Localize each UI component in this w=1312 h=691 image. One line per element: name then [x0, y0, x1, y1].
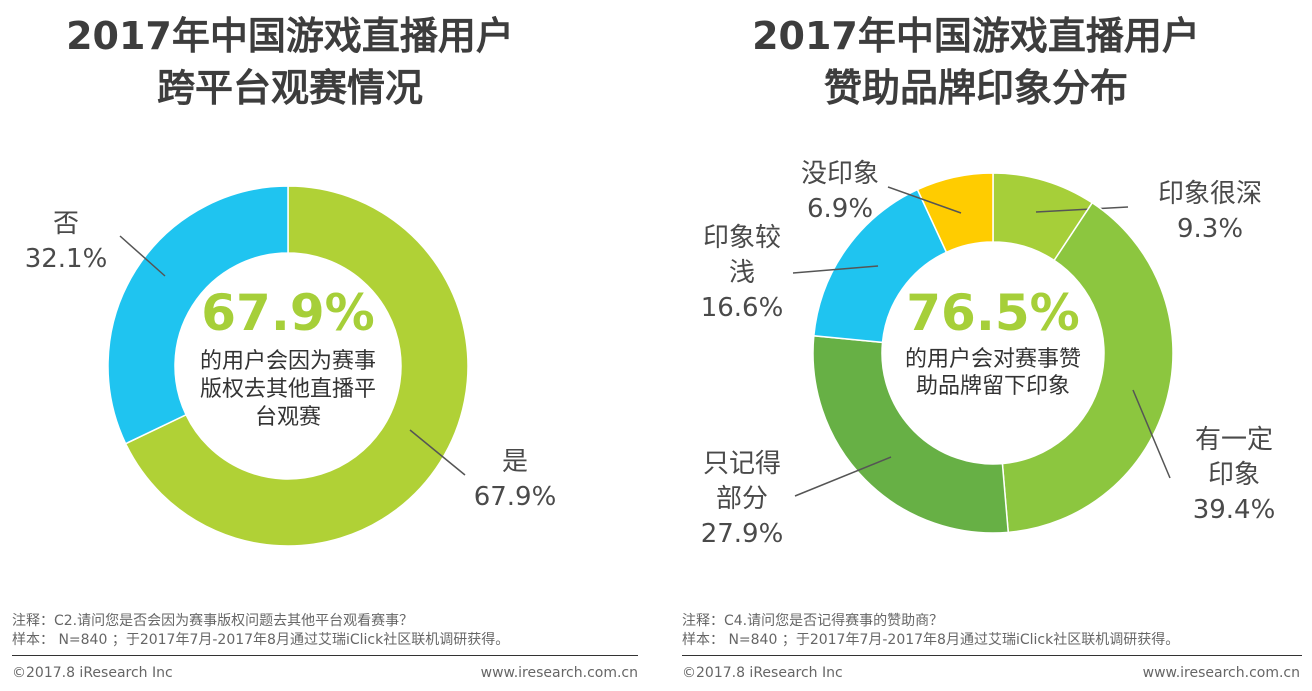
- chart-title: 2017年中国游戏直播用户 跨平台观赛情况: [0, 10, 580, 114]
- footnote-sample: 样本： N=840 ；于2017年7月-2017年8月通过艾瑞iClick社区联…: [12, 632, 510, 648]
- center-caption-line: 助品牌留下印象: [916, 374, 1070, 399]
- slice-label: 印象很深: [1158, 179, 1262, 209]
- center-caption-line: 台观赛: [255, 405, 321, 430]
- leader-line: [119, 235, 166, 277]
- chart-title: 2017年中国游戏直播用户 赞助品牌印象分布: [686, 10, 1266, 114]
- website-text: www.iresearch.com.cn: [1142, 665, 1300, 681]
- footnote-question: 注释：C2.请问您是否会因为赛事版权问题去其他平台观看赛事？: [12, 613, 414, 629]
- leader-line: [792, 265, 879, 274]
- footnote-question: 注释：C4.请问您是否记得赛事的赞助商？: [682, 613, 944, 629]
- donut-slice: [1001, 201, 1174, 534]
- slice-label: 只记得: [703, 449, 781, 479]
- chart-title-line: 2017年中国游戏直播用户: [66, 14, 514, 58]
- slice-label: 部分: [716, 484, 768, 514]
- leader-line: [794, 456, 892, 497]
- leader-line: [409, 429, 466, 476]
- footer-divider: [682, 655, 1302, 656]
- donut-slice: [124, 185, 469, 547]
- slice-label: 印象较: [703, 223, 781, 253]
- chart-title-line: 2017年中国游戏直播用户: [752, 14, 1200, 58]
- chart-title-line: 赞助品牌印象分布: [823, 66, 1128, 110]
- center-value: 67.9%: [201, 284, 374, 342]
- chart-panel-right: 2017年中国游戏直播用户 赞助品牌印象分布 印象很深 9.3% 有一定印象 39.4…: [656, 0, 1312, 691]
- chart-panel-left: 2017年中国游戏直播用户 跨平台观赛情况 是 67.9% 否 32.1% 67.9% 的…: [0, 10, 638, 681]
- copyright-text: ©2017.8 iResearch Inc: [682, 665, 843, 681]
- slice-percent-label: 9.3%: [1177, 214, 1243, 244]
- website-text: www.iresearch.com.cn: [480, 665, 638, 681]
- slice-percent-label: 39.4%: [1193, 495, 1276, 525]
- leader-line: [1035, 206, 1129, 213]
- slice-percent-label: 32.1%: [25, 244, 108, 274]
- donut-slice: [916, 172, 994, 254]
- center-caption-line: 的用户会对赛事赞: [905, 347, 1081, 372]
- leader-line: [887, 186, 962, 214]
- center-value: 76.5%: [906, 284, 1079, 342]
- slice-percent-label: 67.9%: [474, 482, 557, 512]
- slice-label: 没印象: [801, 159, 879, 189]
- slice-percent-label: 6.9%: [807, 194, 873, 224]
- slice-label: 是: [502, 447, 528, 477]
- slice-label: 有一定: [1195, 425, 1273, 455]
- center-caption-line: 的用户会因为赛事: [200, 349, 376, 374]
- leader-line: [1132, 389, 1171, 479]
- footnote-sample: 样本： N=840 ；于2017年7月-2017年8月通过艾瑞iClick社区联…: [682, 632, 1180, 648]
- slice-label: 浅: [729, 258, 755, 288]
- slice-percent-label: 16.6%: [701, 293, 784, 323]
- center-caption-line: 版权去其他直播平: [200, 377, 376, 402]
- chart-title-line: 跨平台观赛情况: [156, 66, 423, 110]
- slice-percent-label: 27.9%: [701, 519, 784, 549]
- donut-slice: [107, 185, 289, 445]
- donut-slice: [812, 334, 1010, 534]
- slice-label: 否: [53, 209, 79, 239]
- copyright-text: ©2017.8 iResearch Inc: [12, 665, 173, 681]
- footer-divider: [12, 655, 638, 656]
- slice-label: 印象: [1208, 460, 1260, 490]
